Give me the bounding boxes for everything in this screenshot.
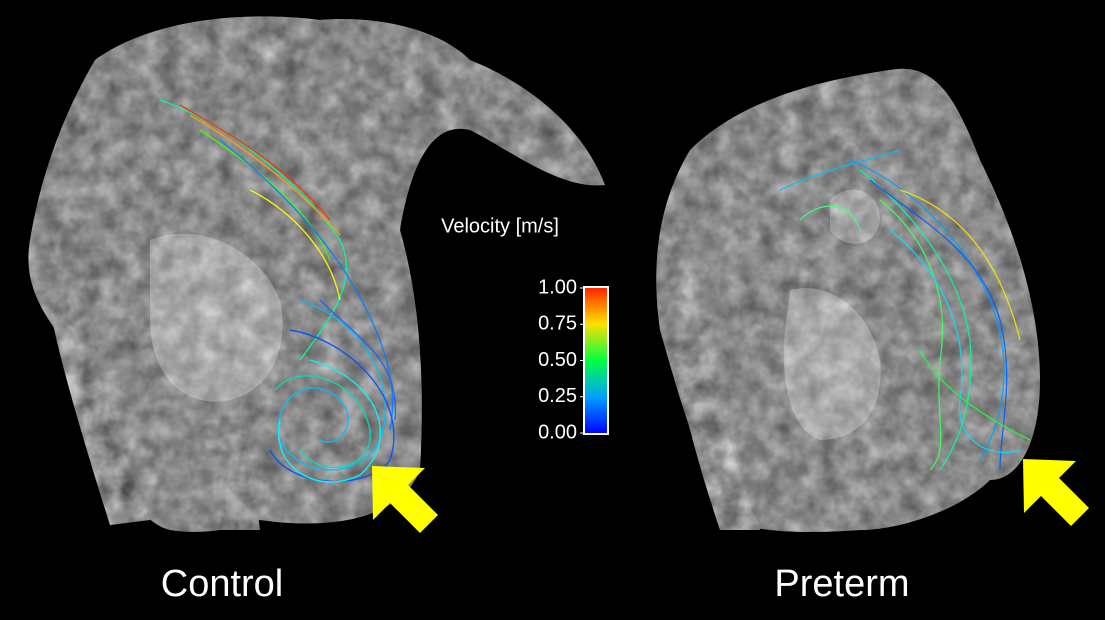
panel-label: Control bbox=[161, 563, 284, 605]
control-streamlines bbox=[159, 99, 397, 483]
colorbar bbox=[583, 286, 609, 435]
colorbar-tick-label: 0.75 bbox=[538, 313, 577, 335]
control-render bbox=[28, 16, 606, 532]
colorbar-tick-label: 0.25 bbox=[538, 385, 577, 407]
colorbar-ticks: 1.00 0.75 0.50 0.25 0.00 bbox=[538, 276, 584, 443]
arrow bbox=[372, 466, 438, 533]
colorbar-tick-label: 0.50 bbox=[538, 349, 577, 371]
colorbar-tick-label: 1.00 bbox=[538, 276, 577, 298]
colorbar-title: Velocity [m/s] bbox=[441, 215, 559, 237]
arrow bbox=[1023, 459, 1089, 526]
preterm-render bbox=[656, 68, 1040, 532]
panel-label: Preterm bbox=[774, 563, 909, 605]
colorbar-tick-label: 0.00 bbox=[538, 421, 577, 443]
preterm-streamlines bbox=[779, 149, 1031, 471]
